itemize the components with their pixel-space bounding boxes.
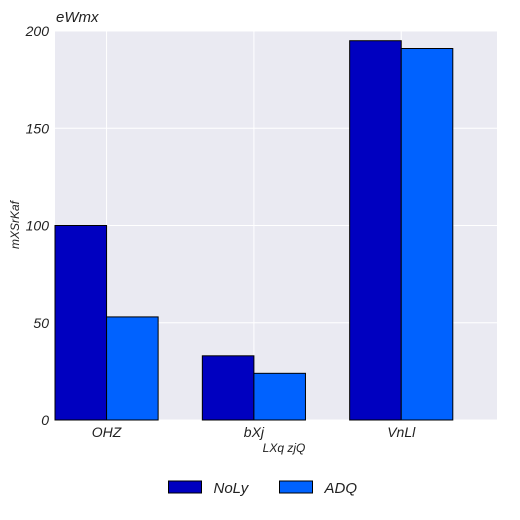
x-tick-label: VnLl — [387, 424, 416, 440]
legend-label: ADQ — [324, 480, 358, 497]
bar-ADQ-bXj — [253, 372, 306, 421]
x-axis-label: LXq zjQ — [263, 441, 306, 455]
legend: NoLy ADQ — [168, 480, 358, 497]
bar-NoLy-OHZ — [54, 225, 108, 421]
x-tick-label: OHZ — [92, 424, 122, 440]
bar-ADQ-VnLl — [400, 48, 454, 421]
x-tick-label: bXj — [244, 424, 265, 440]
y-axis-ticks: 0 50 100 150 200 — [25, 23, 50, 428]
legend-swatch — [168, 480, 202, 494]
y-tick-label: 50 — [33, 315, 49, 331]
y-axis-label: mXSrKaf — [8, 199, 22, 249]
bar-NoLy-VnLl — [349, 40, 402, 421]
chart-title: eWmx — [56, 9, 99, 26]
y-tick-label: 200 — [25, 23, 50, 39]
bar-ADQ-OHZ — [106, 316, 159, 421]
y-tick-label: 150 — [26, 120, 50, 136]
bars — [54, 40, 454, 421]
x-axis-ticks: OHZ bXj VnLl — [92, 424, 416, 440]
y-tick-label: 0 — [41, 412, 49, 428]
y-tick-label: 100 — [26, 218, 50, 234]
legend-label: NoLy — [214, 480, 250, 497]
bar-NoLy-bXj — [201, 355, 255, 421]
legend-swatch — [279, 480, 313, 494]
